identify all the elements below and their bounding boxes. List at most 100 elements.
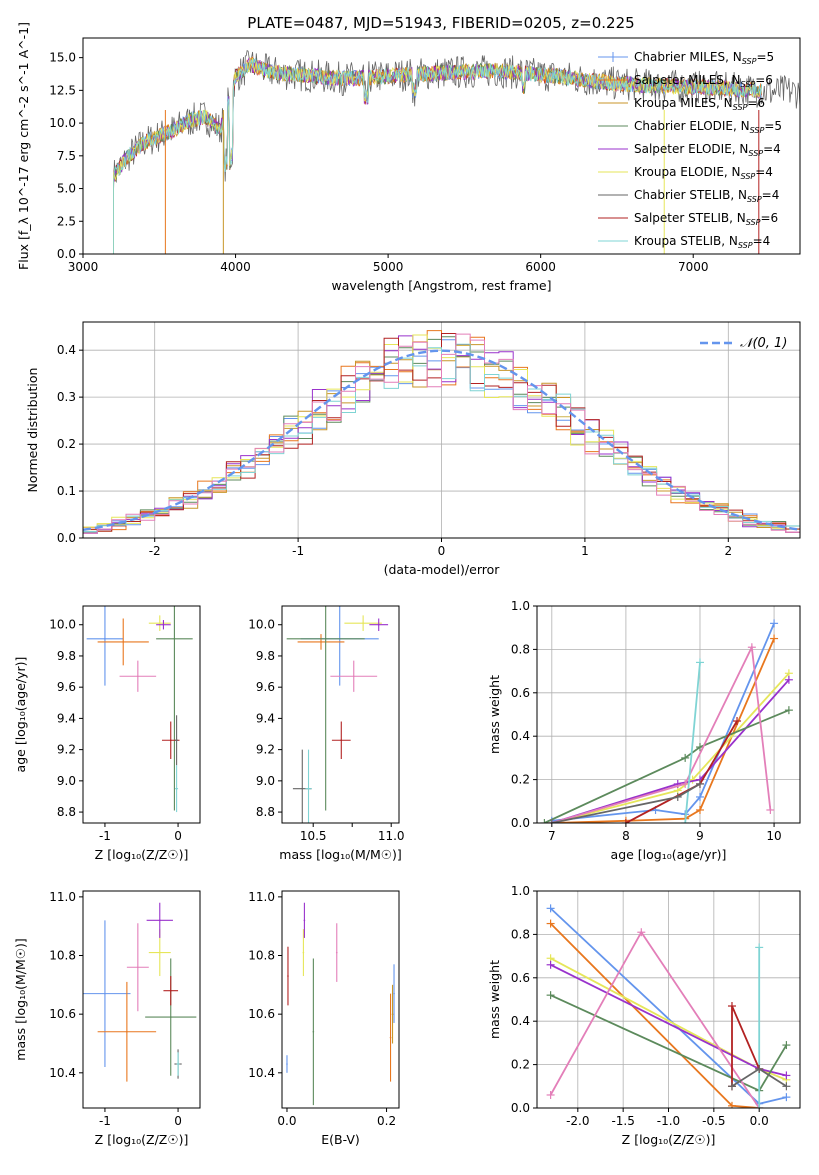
- data-point: [137, 966, 139, 969]
- x-tick-label: 0.2: [377, 1114, 396, 1128]
- y-tick-label: 0.4: [511, 1014, 530, 1028]
- data-point: [158, 622, 161, 624]
- y-tick-label: 0.8: [511, 642, 530, 656]
- data-point: [312, 1030, 315, 1033]
- y-tick-label: 0.3: [57, 390, 76, 404]
- legend-entry: Salpeter STELIB, NSSP=6: [634, 211, 778, 227]
- y-axis-label: Normed distribution: [25, 368, 40, 493]
- x-tick-label: 6000: [525, 260, 556, 274]
- y-tick-label: 11.0: [49, 890, 76, 904]
- x-tick-label: 1: [581, 544, 589, 558]
- data-point: [301, 787, 304, 790]
- data-point: [287, 975, 289, 977]
- y-tick-label: 7.5: [57, 149, 76, 163]
- data-point: [391, 1013, 394, 1015]
- x-tick-label: -1.5: [611, 1114, 634, 1128]
- x-tick-label: 7: [548, 829, 556, 843]
- plot-area-residual-hist: [83, 330, 800, 538]
- x-axis-label: E(B-V): [321, 1132, 360, 1147]
- y-tick-label: 9.6: [57, 680, 76, 694]
- x-tick-label: -2.0: [566, 1114, 589, 1128]
- spectrum-legend: Chabrier MILES, NSSP=5 Salpeter MILES, NS…: [598, 50, 782, 250]
- y-tick-label: 9.8: [57, 649, 76, 663]
- axes-age-vs-mass: 10.5 11.0 8.8 9.0 9.2 9.4 9.6 9.8 10.0 mass [log₁…: [248, 605, 405, 862]
- y-tick-label: 9.4: [256, 711, 275, 725]
- y-tick-label: 0.6: [511, 686, 530, 700]
- y-tick-label: 0.0: [57, 531, 76, 545]
- y-tick-label: 10.8: [49, 949, 76, 963]
- y-tick-label: 9.2: [57, 743, 76, 757]
- x-tick-label: 2: [724, 544, 732, 558]
- y-axis-label: mass [log₁₀(M/M☉)]: [13, 938, 28, 1060]
- data-point: [169, 989, 172, 992]
- axes-frame: [82, 890, 201, 1109]
- y-tick-label: 0.0: [57, 247, 76, 261]
- axes-frame: [82, 605, 201, 824]
- y-tick-label: 5.0: [57, 182, 76, 196]
- y-tick-label: 9.2: [256, 743, 275, 757]
- axes-spectrum: 3000 4000 5000 6000 7000 0.0 2.5 5.0 7.5 10.0 12.5…: [16, 22, 801, 293]
- data-point: [303, 919, 306, 922]
- y-axis-label: mass weight: [487, 960, 502, 1039]
- y-tick-label: 9.0: [256, 774, 275, 788]
- y-tick-label: 10.6: [49, 1007, 76, 1021]
- legend-entry: 𝒩(0, 1): [740, 336, 787, 351]
- y-tick-label: 10.4: [49, 1066, 76, 1080]
- plot-area-age-vs-mass: [286, 606, 389, 823]
- y-tick-label: 0.2: [57, 437, 76, 451]
- x-tick-label: 10.5: [300, 829, 327, 843]
- legend-entry: Salpeter ELODIE, NSSP=4: [634, 142, 781, 158]
- y-tick-label: 10.6: [248, 1007, 275, 1021]
- y-tick-label: 0.2: [511, 773, 530, 787]
- legend-entry: Chabrier STELIB, NSSP=4: [634, 188, 779, 204]
- x-tick-label: 0: [174, 829, 182, 843]
- x-tick-label: 0.0: [750, 1114, 769, 1128]
- plot-area-mass-weight-vs-age: [540, 619, 793, 823]
- data-point: [122, 641, 125, 643]
- y-tick-label: 8.8: [57, 805, 76, 819]
- x-tick-label: 10: [766, 829, 781, 843]
- plot-area-mass-vs-ebv: [286, 902, 395, 1106]
- x-axis-label: mass [log₁₀(M/M☉)]: [279, 847, 401, 862]
- data-point: [158, 951, 161, 954]
- data-point: [320, 641, 322, 643]
- y-tick-label: 2.5: [57, 214, 76, 228]
- spectrum-line: [113, 57, 740, 254]
- data-point: [352, 675, 355, 678]
- y-tick-label: 10.8: [248, 949, 275, 963]
- x-tick-label: -1.0: [657, 1114, 680, 1128]
- data-point: [393, 992, 395, 995]
- y-tick-label: 15.0: [49, 51, 76, 65]
- y-tick-label: 0.8: [511, 927, 530, 941]
- y-tick-label: 0.4: [511, 729, 530, 743]
- y-tick-label: 9.8: [256, 649, 275, 663]
- data-point: [169, 1016, 172, 1018]
- x-tick-label: -2: [149, 544, 161, 558]
- axes-mass-weight-vs-age: 7 8 9 10 0.0 0.2 0.4 0.6 0.8 1.0 age [log₁₀(age/yr…: [487, 599, 801, 862]
- y-tick-label: 8.8: [256, 805, 275, 819]
- y-tick-label: 0.0: [511, 1101, 530, 1115]
- spectrum-line: [113, 57, 762, 254]
- y-axis-label: age [log₁₀(age/yr)]: [13, 657, 28, 773]
- y-tick-label: 10.0: [49, 116, 76, 130]
- data-point: [173, 637, 176, 640]
- x-tick-label: -1: [99, 829, 111, 843]
- data-point: [158, 919, 161, 922]
- y-tick-label: 0.2: [511, 1058, 530, 1072]
- weight-line: [684, 662, 701, 823]
- data-point: [126, 1030, 128, 1033]
- x-axis-label: Z [log₁₀(Z/Z☉)]: [95, 847, 189, 862]
- plot-area-age-vs-z: [86, 606, 193, 813]
- y-tick-label: 1.0: [511, 599, 530, 613]
- x-tick-label: 3000: [68, 260, 99, 274]
- weight-line: [551, 679, 790, 823]
- y-axis-label: mass weight: [487, 675, 502, 754]
- x-axis-label: age [log₁₀(age/yr)]: [611, 847, 727, 862]
- data-point: [302, 951, 305, 954]
- weight-line: [549, 930, 760, 1108]
- axes-frame: [536, 605, 801, 824]
- axes-frame: [281, 605, 400, 824]
- y-tick-label: 0.4: [57, 343, 76, 357]
- data-point: [177, 1063, 179, 1065]
- x-tick-label: 0: [438, 544, 446, 558]
